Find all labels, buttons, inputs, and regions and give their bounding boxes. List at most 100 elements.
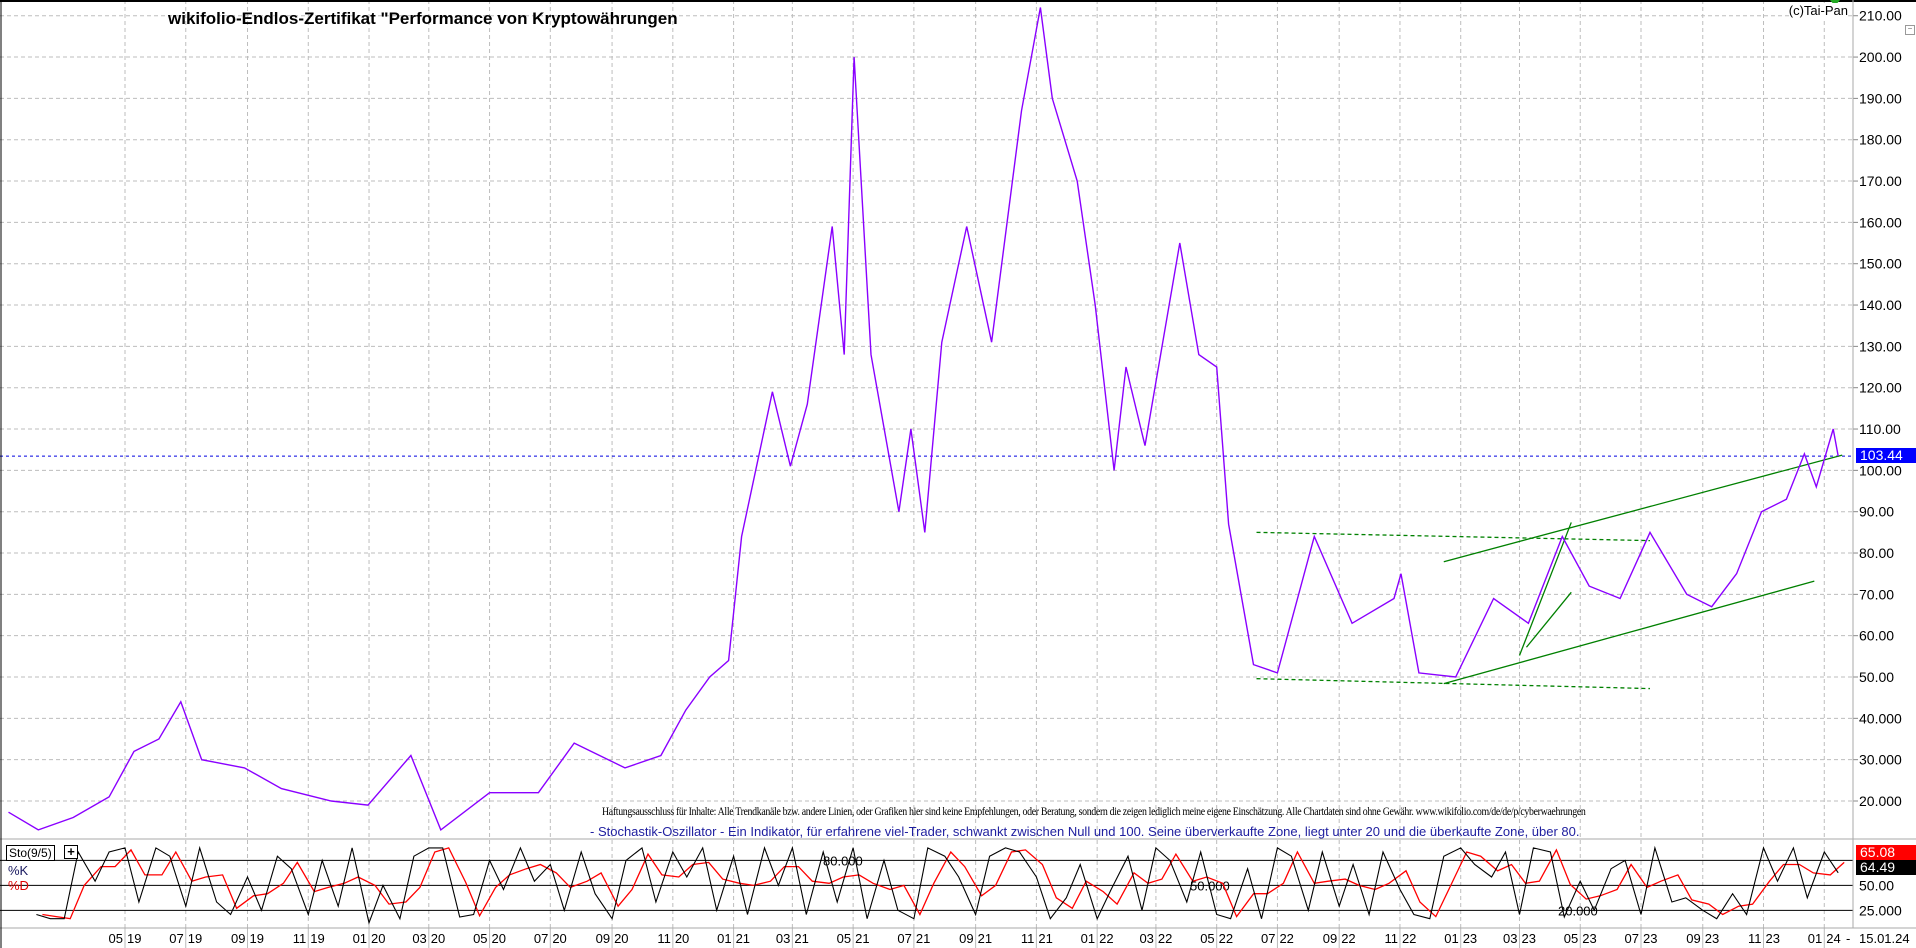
- x-tick-label-year: 20: [431, 931, 445, 946]
- y-tick-label: 200.00: [1859, 49, 1902, 65]
- y-tick-label: 90.00: [1859, 504, 1894, 520]
- x-tick-label-month: 07: [534, 931, 548, 946]
- x-tick-label-month: 09: [959, 931, 973, 946]
- x-tick-label-month: 09: [1323, 931, 1337, 946]
- x-tick-label-month: 09: [231, 931, 245, 946]
- chart-title: wikifolio-Endlos-Zertifikat "Performance…: [168, 9, 678, 28]
- x-tick-label-year: 22: [1341, 931, 1355, 946]
- x-tick-label-year: 23: [1705, 931, 1719, 946]
- trend-line: [1256, 678, 1650, 690]
- disclaimer-text: Haftungsausschluss für Inhalte: Alle Tre…: [602, 806, 1586, 818]
- d-legend-label: %D: [8, 878, 29, 893]
- x-tick-label-month: 07: [1625, 931, 1639, 946]
- x-tick-label-year: 22: [1402, 931, 1416, 946]
- x-tick-label-month: 01: [1081, 931, 1095, 946]
- y-tick-label: 180.00: [1859, 132, 1902, 148]
- x-tick-label-year: 22: [1099, 931, 1113, 946]
- trend-line: [1443, 580, 1815, 685]
- y-tick-label: 170.00: [1859, 173, 1902, 189]
- trend-line: [1256, 531, 1650, 542]
- x-tick-label-month: 09: [596, 931, 610, 946]
- y-tick-label: 120.00: [1859, 380, 1902, 396]
- x-tick-label-year: 22: [1219, 931, 1233, 946]
- y-tick-label: 150.00: [1859, 256, 1902, 272]
- y-tick-label: 130.00: [1859, 338, 1902, 354]
- x-tick-label-year: 20: [371, 931, 385, 946]
- stoch-d-line: [42, 847, 1845, 920]
- k-last-value-badge: 65.08: [1856, 845, 1916, 860]
- x-tick-label-year: 21: [916, 931, 930, 946]
- x-tick-label-month: 11: [657, 931, 671, 946]
- stoch-level-label: 80.000: [823, 853, 863, 868]
- x-tick-label-year: 19: [127, 931, 141, 946]
- x-tick-label-year: 20: [492, 931, 506, 946]
- stoch-axis-label: 50.00: [1859, 877, 1894, 893]
- stoch-axis-label: 25.000: [1859, 902, 1902, 918]
- y-tick-label: 80.00: [1859, 545, 1894, 561]
- x-tick-label-month: 01: [353, 931, 367, 946]
- collapse-button[interactable]: −: [1905, 25, 1915, 35]
- x-tick-label-month: 03: [776, 931, 790, 946]
- x-tick-label-month: 07: [897, 931, 911, 946]
- y-tick-label: 210.00: [1859, 8, 1902, 24]
- last-price-badge: 103.44: [1856, 448, 1916, 464]
- x-tick-label-year: 21: [855, 931, 869, 946]
- d-last-value-badge: 64.49: [1856, 860, 1916, 875]
- stoch-level-label: 20.000: [1558, 903, 1598, 918]
- x-tick-label-year: 24: [1826, 931, 1840, 946]
- copyright-label: (c)Tai-Pan: [1788, 3, 1848, 18]
- x-tick-label-month: 07: [169, 931, 183, 946]
- y-tick-label: 20.000: [1859, 793, 1902, 809]
- x-tick-label-month: 01: [1808, 931, 1822, 946]
- x-tick-label-month: 03: [1503, 931, 1517, 946]
- x-tick-label-month: 01: [717, 931, 731, 946]
- stoch-k-line: [36, 845, 1839, 925]
- k-legend-label: %K: [8, 863, 29, 878]
- x-tick-label-year: 19: [310, 931, 324, 946]
- x-tick-label-year: 23: [1643, 931, 1657, 946]
- x-tick-label-month: 05: [1200, 931, 1214, 946]
- x-tick-label-year: 20: [675, 931, 689, 946]
- x-tick-label-month: 03: [412, 931, 426, 946]
- x-tick-label-year: 20: [552, 931, 566, 946]
- x-tick-label-year: 23: [1521, 931, 1535, 946]
- x-tick-label-month: 05: [473, 931, 487, 946]
- last-date-prefix: -: [1846, 931, 1850, 946]
- x-tick-label-month: 11: [293, 931, 307, 946]
- x-tick-label-month: 05: [837, 931, 851, 946]
- x-tick-label-year: 21: [794, 931, 808, 946]
- y-tick-label: 70.00: [1859, 586, 1894, 602]
- y-tick-label: 190.00: [1859, 90, 1902, 106]
- trend-line: [1525, 591, 1572, 648]
- x-tick-label-month: 05: [1564, 931, 1578, 946]
- x-tick-label-month: 01: [1444, 931, 1458, 946]
- x-tick-label-year: 20: [614, 931, 628, 946]
- y-tick-label: 30.000: [1859, 752, 1902, 768]
- x-tick-label-year: 23: [1463, 931, 1477, 946]
- y-tick-label: 140.00: [1859, 297, 1902, 313]
- y-tick-label: 110.00: [1859, 421, 1901, 437]
- x-tick-label-month: 09: [1686, 931, 1700, 946]
- last-date-label: 15.01.24: [1859, 931, 1910, 946]
- x-tick-label-year: 19: [250, 931, 264, 946]
- trend-line: [1518, 522, 1572, 656]
- x-tick-label-year: 23: [1766, 931, 1780, 946]
- trend-line: [1443, 454, 1843, 563]
- add-indicator-button[interactable]: +: [64, 845, 78, 859]
- y-tick-label: 60.00: [1859, 628, 1894, 644]
- indicator-name-button[interactable]: Sto(9/5): [6, 845, 55, 861]
- stochastic-description: - Stochastik-Oszillator - Ein Indikator,…: [590, 824, 1580, 839]
- grid: [0, 0, 1853, 928]
- x-tick-label-year: 19: [188, 931, 202, 946]
- x-tick-label-month: 07: [1261, 931, 1275, 946]
- x-tick-label-year: 23: [1582, 931, 1596, 946]
- x-tick-label-month: 03: [1139, 931, 1153, 946]
- y-tick-label: 100.00: [1859, 462, 1902, 478]
- x-tick-label-year: 21: [978, 931, 992, 946]
- price-line: [8, 7, 1839, 832]
- x-tick-label-month: 11: [1021, 931, 1035, 946]
- price-series: [8, 7, 1839, 832]
